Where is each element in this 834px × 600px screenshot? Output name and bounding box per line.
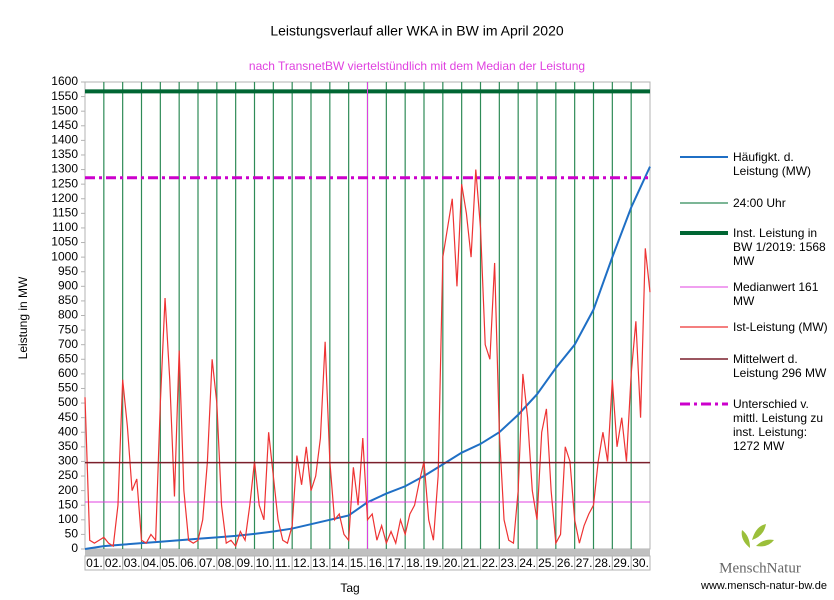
y-tick-label: 1400 <box>51 133 78 147</box>
y-tick-label: 100 <box>58 512 78 526</box>
x-tick-label: 04. <box>143 556 160 570</box>
y-axis-label: Leistung in MW <box>16 276 30 359</box>
y-tick-label: 1600 <box>51 74 78 88</box>
x-tick-label: 20. <box>444 556 461 570</box>
y-tick-label: 1550 <box>51 89 78 103</box>
x-tick-label: 17. <box>387 556 404 570</box>
y-tick-label: 1350 <box>51 147 78 161</box>
x-tick-label: 09. <box>237 556 254 570</box>
y-tick-label: 1250 <box>51 176 78 190</box>
x-tick-label: 23. <box>500 556 517 570</box>
y-tick-label: 1500 <box>51 103 78 117</box>
x-tick-label: 16. <box>369 556 386 570</box>
y-tick-label: 1450 <box>51 118 78 132</box>
source: www.mensch-natur-bw.de <box>700 580 827 592</box>
x-tick-label: 21. <box>463 556 480 570</box>
x-axis-strip <box>85 549 650 556</box>
x-tick-label: 02. <box>105 556 122 570</box>
y-tick-label: 1100 <box>52 220 78 234</box>
chart-subtitle: nach TransnetBW viertelstündlich mit dem… <box>249 59 585 73</box>
x-tick-label: 08. <box>218 556 235 570</box>
chart-title: Leistungsverlauf aller WKA in BW im Apri… <box>270 23 564 39</box>
legend-label: Mittelwert d. Leistung 296 MW <box>733 352 827 380</box>
y-tick-label: 600 <box>58 366 78 380</box>
x-tick-label: 15. <box>350 556 367 570</box>
y-tick-label: 550 <box>58 381 78 395</box>
series-line <box>84 169 651 548</box>
y-tick-label: 650 <box>58 351 78 365</box>
legend-label: Unterschied v. mittl. Leistung zu inst. … <box>733 397 824 453</box>
x-tick-label: 26. <box>557 556 574 570</box>
x-tick-label: 03. <box>124 556 141 570</box>
category-box <box>630 555 651 571</box>
y-tick-label: 150 <box>58 497 78 511</box>
y-tick-label: 750 <box>58 322 78 336</box>
y-tick-label: 350 <box>58 439 78 453</box>
y-tick-label: 900 <box>58 278 78 292</box>
legend-label: Inst. Leistung in BW 1/2019: 1568 MW <box>733 226 826 268</box>
y-tick-label: 300 <box>58 454 78 468</box>
y-tick-label: 500 <box>58 395 78 409</box>
y-tick-label: 1150 <box>52 206 78 220</box>
y-tick-label: 700 <box>58 337 78 351</box>
x-tick-label: 27. <box>576 556 593 570</box>
y-tick-label: 850 <box>58 293 78 307</box>
x-tick-label: 13. <box>312 556 329 570</box>
x-tick-label: 14. <box>331 556 348 570</box>
y-tick-label: 200 <box>58 483 78 497</box>
x-tick-label: 06. <box>180 556 197 570</box>
y-tick-label: 400 <box>58 424 78 438</box>
x-tick-label: 29. <box>613 556 630 570</box>
y-tick-label: 0 <box>71 541 78 555</box>
x-tick-label: 11. <box>275 556 291 570</box>
legend-label: Häufigkt. d. Leistung (MW) <box>733 150 812 178</box>
logo-text: MenschNatur <box>719 560 801 576</box>
x-tick-label: 01. <box>86 556 103 570</box>
legend-label: 24:00 Uhr <box>733 196 786 210</box>
y-tick-label: 1050 <box>51 235 78 249</box>
x-tick-label: 28. <box>595 556 612 570</box>
legend-label: Medianwert 161 MW <box>733 280 819 308</box>
legend-label: Ist-Leistung (MW) <box>733 320 828 334</box>
x-tick-label: 07. <box>199 556 216 570</box>
y-tick-label: 50 <box>65 527 79 541</box>
y-tick-label: 450 <box>58 410 78 424</box>
x-tick-label: 25. <box>538 556 555 570</box>
x-tick-label: 18. <box>406 556 423 570</box>
x-tick-label: 30. <box>632 556 649 570</box>
y-tick-label: 800 <box>58 308 78 322</box>
x-tick-label: 22. <box>482 556 499 570</box>
y-tick-label: 950 <box>58 264 78 278</box>
y-tick-label: 1300 <box>51 162 78 176</box>
x-tick-label: 19. <box>425 556 442 570</box>
x-tick-label: 05. <box>161 556 178 570</box>
logo-leaf <box>741 524 774 548</box>
x-axis-label: Tag <box>340 581 359 595</box>
x-tick-label: 12. <box>293 556 310 570</box>
x-tick-label: 10. <box>256 556 273 570</box>
y-tick-label: 1000 <box>51 249 78 263</box>
x-tick-label: 24. <box>519 556 536 570</box>
y-tick-label: 1200 <box>51 191 78 205</box>
y-tick-label: 250 <box>58 468 78 482</box>
